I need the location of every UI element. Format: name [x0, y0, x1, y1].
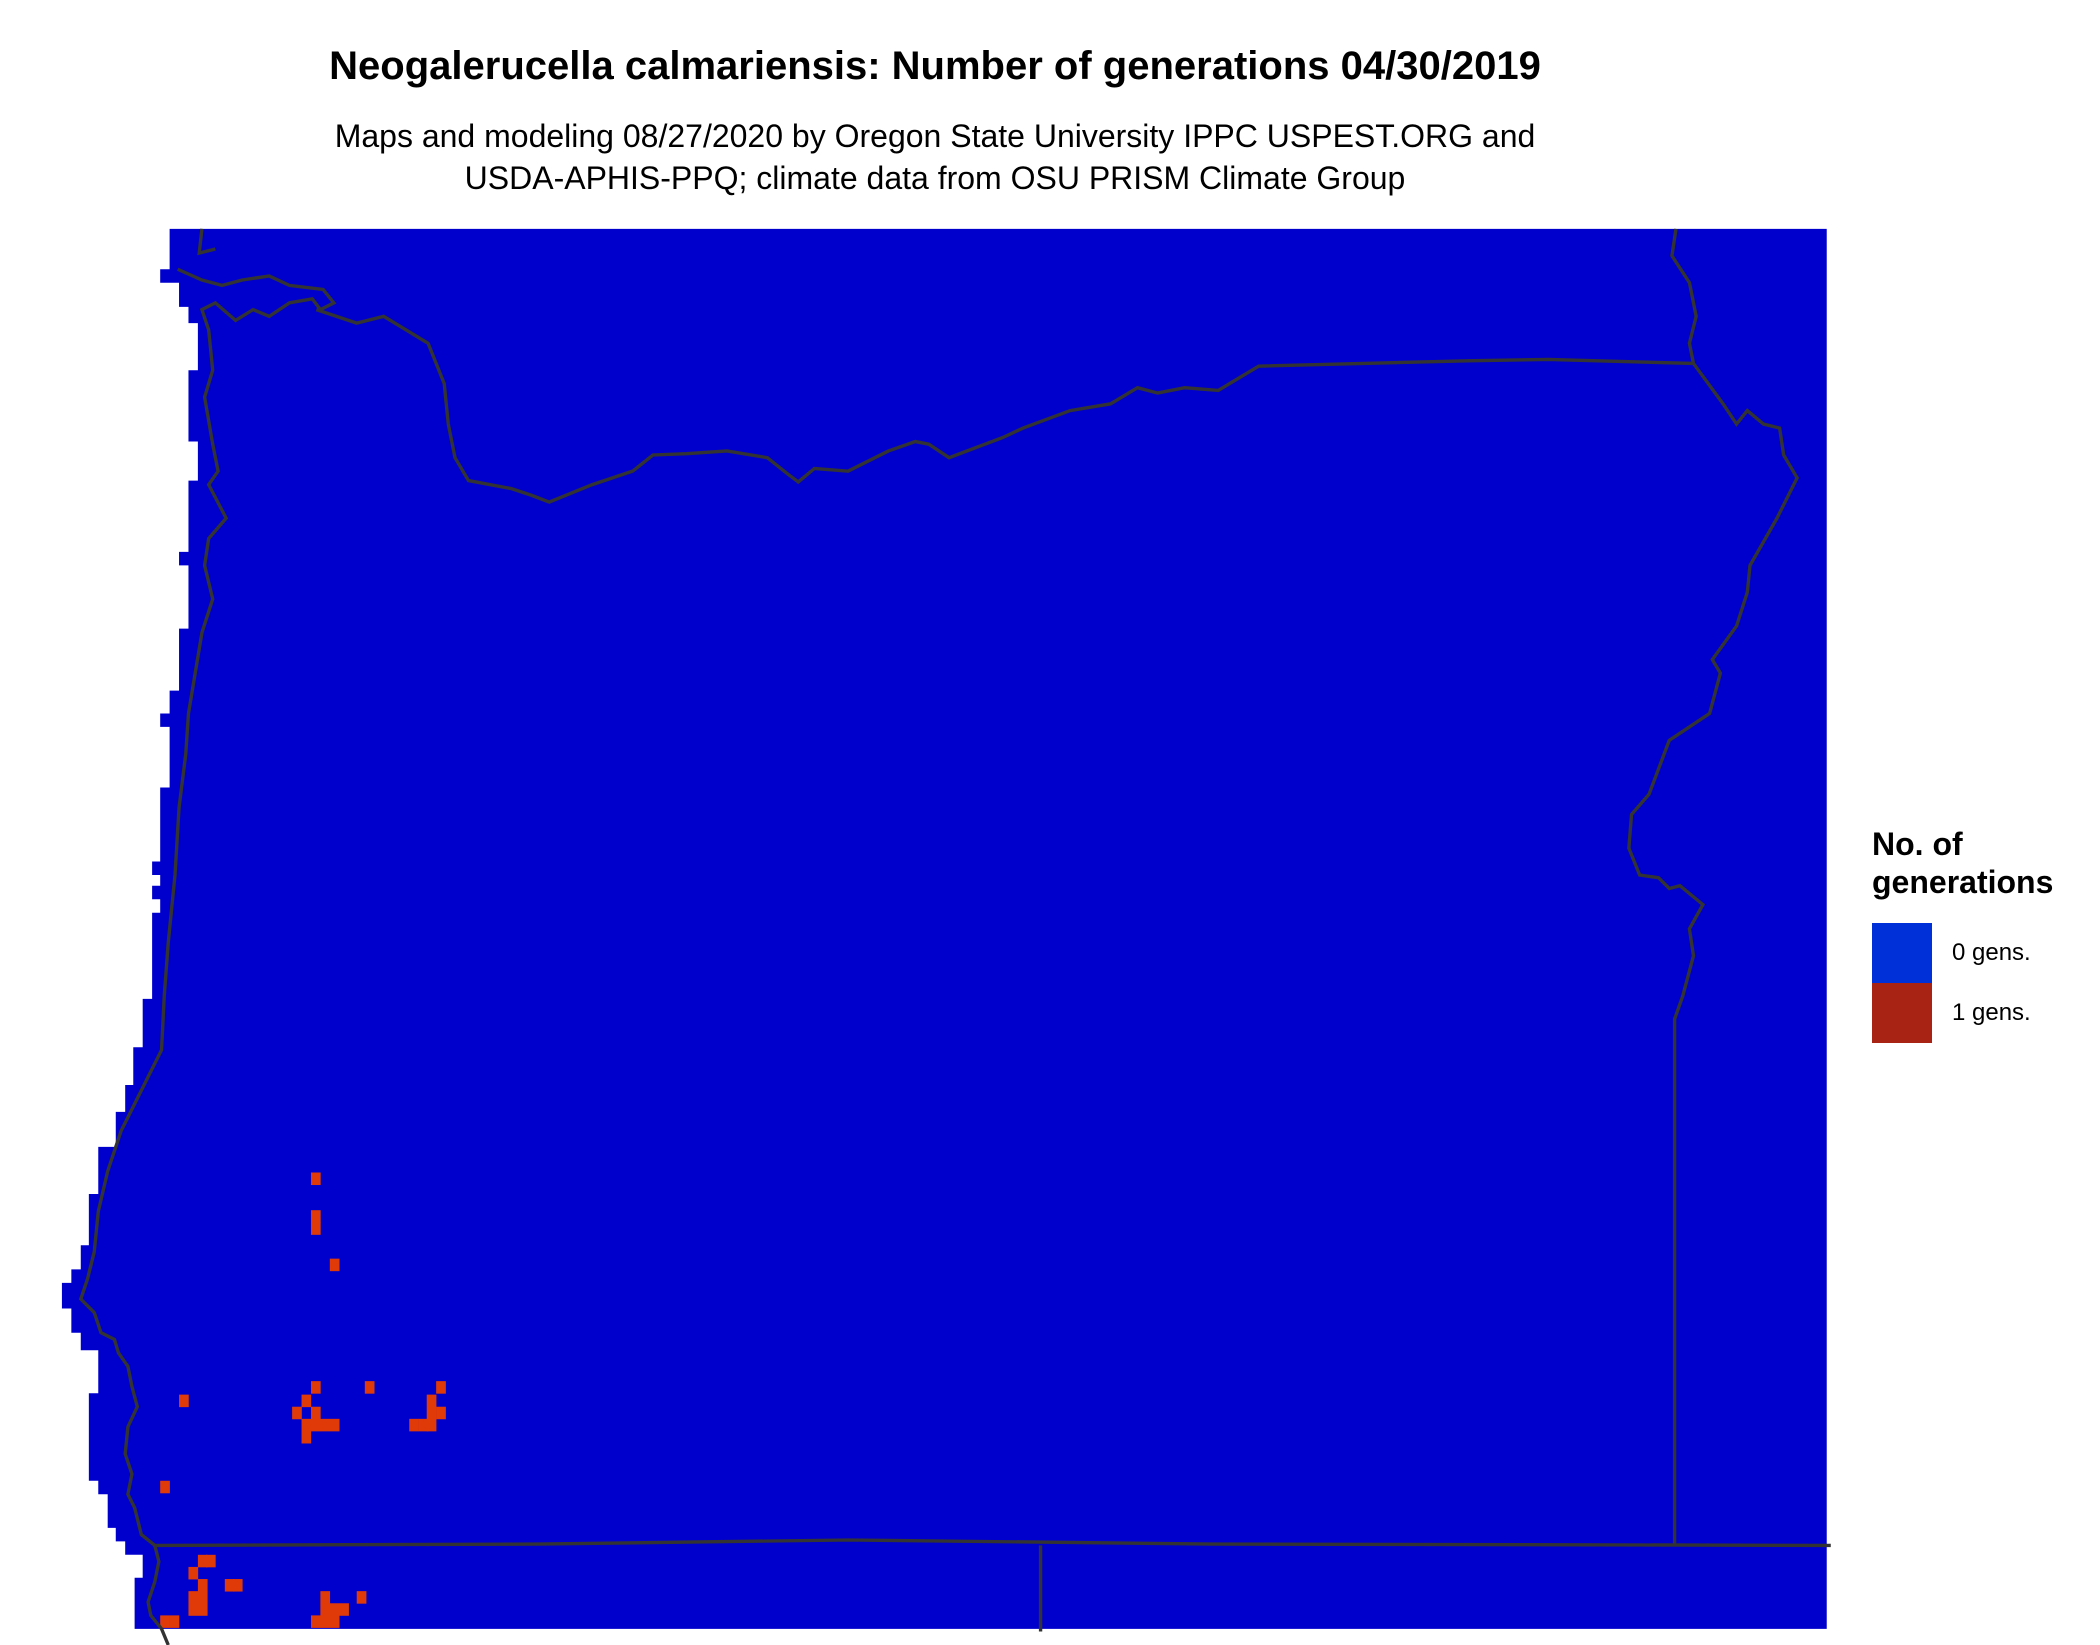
one-generation-cell: [310, 1615, 321, 1628]
one-generation-cell: [329, 1603, 340, 1616]
one-generation-cell: [169, 1615, 180, 1628]
legend-label: 1 gens.: [1952, 999, 2031, 1026]
one-generation-cell: [310, 1210, 321, 1223]
one-generation-cell: [409, 1418, 419, 1432]
one-generation-cell: [310, 1406, 321, 1420]
legend-title: No. of generations: [1872, 826, 2054, 900]
one-generation-cell: [188, 1566, 199, 1580]
one-generation-cell: [310, 1172, 321, 1186]
one-generation-cell: [436, 1381, 446, 1394]
one-generation-cell: [224, 1579, 235, 1592]
one-generation-cell: [197, 1579, 208, 1592]
one-generation-cell: [197, 1591, 208, 1604]
map-subtitle-line2: USDA-APHIS-PPQ; climate data from OSU PR…: [464, 160, 1406, 196]
one-generation-cell: [436, 1406, 446, 1420]
one-generation-cell: [301, 1430, 312, 1444]
legend-item-1-gens: 1 gens.: [1872, 983, 2092, 1043]
map-subtitle-line1: Maps and modeling 08/27/2020 by Oregon S…: [334, 118, 1536, 154]
one-generation-cell: [426, 1406, 437, 1420]
one-generation-cell: [232, 1579, 243, 1592]
raster-zero-generations: [61, 228, 1827, 1629]
one-generation-cell: [310, 1418, 321, 1432]
legend-swatch-0-gens: [1872, 923, 1932, 983]
one-generation-cell: [310, 1381, 321, 1394]
one-generation-cell: [160, 1615, 170, 1628]
one-generation-cell: [188, 1603, 199, 1616]
legend-swatch-1-gens: [1872, 983, 1932, 1043]
one-generation-cell: [356, 1591, 367, 1604]
one-generation-cell: [301, 1418, 312, 1432]
one-generation-cell: [320, 1418, 331, 1432]
one-generation-cell: [320, 1591, 331, 1604]
one-generation-cell: [364, 1381, 375, 1394]
one-generation-cell: [418, 1418, 429, 1432]
one-generation-cell: [179, 1394, 189, 1408]
southern-border: [154, 1538, 1831, 1548]
one-generation-cell: [301, 1394, 312, 1408]
legend: No. of generations 0 gens. 1 gens.: [1872, 825, 2092, 1043]
columbia-river-border: [315, 308, 1694, 504]
one-generation-cell: [329, 1258, 340, 1272]
one-generation-cell: [339, 1603, 349, 1616]
map-title: Neogalerucella calmariensis: Number of g…: [329, 44, 1541, 88]
one-generation-cell: [320, 1603, 331, 1616]
legend-item-0-gens: 0 gens.: [1872, 923, 2092, 983]
snake-river-border: [1627, 228, 1800, 1546]
raster-one-generation-cells: [160, 1172, 446, 1628]
one-generation-cell: [197, 1603, 208, 1616]
one-generation-cell: [320, 1615, 331, 1628]
one-generation-cell: [160, 1480, 170, 1494]
state-borders: [78, 228, 1831, 1645]
one-generation-cell: [205, 1554, 216, 1568]
one-generation-cell: [292, 1406, 302, 1420]
one-generation-cell: [329, 1615, 340, 1628]
one-generation-cell: [426, 1394, 437, 1408]
one-generation-cell: [197, 1554, 208, 1568]
one-generation-cell: [188, 1591, 199, 1604]
wa-coastline: [78, 228, 337, 1645]
legend-label: 0 gens.: [1952, 939, 2031, 966]
one-generation-cell: [329, 1418, 340, 1432]
one-generation-cell: [310, 1222, 321, 1235]
one-generation-cell: [426, 1418, 437, 1432]
